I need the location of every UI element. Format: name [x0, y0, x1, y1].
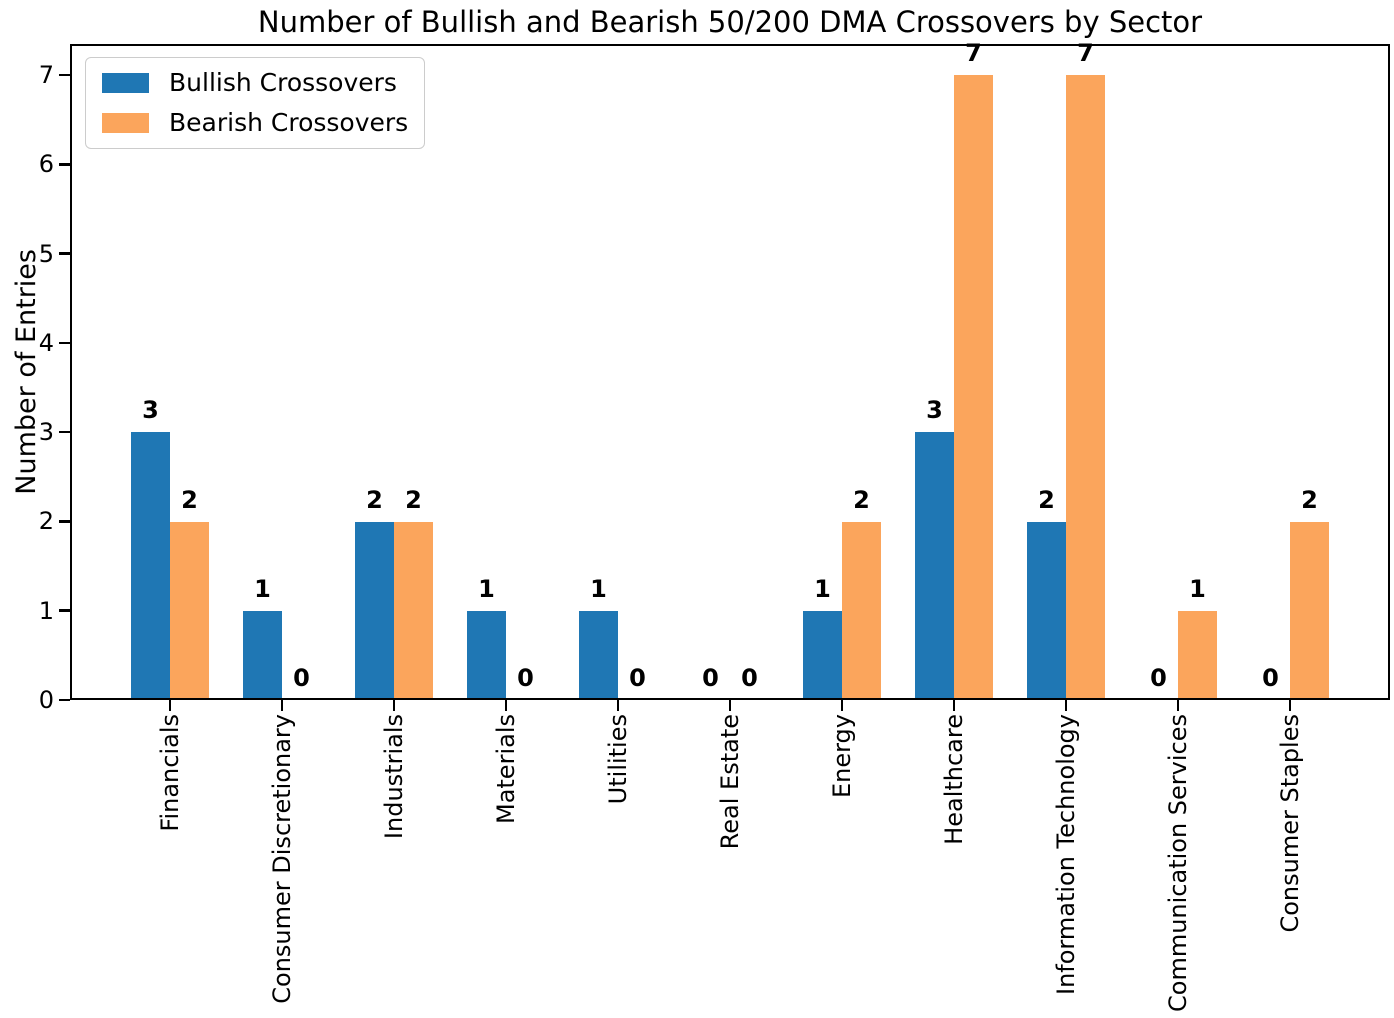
y-tick-label: 5: [38, 239, 54, 268]
y-tick-label: 3: [38, 418, 54, 447]
legend: Bullish Crossovers Bearish Crossovers: [85, 57, 426, 149]
bar-value-label: 7: [965, 39, 982, 68]
x-tick-label: Communication Services: [1164, 714, 1192, 1012]
x-tick-label: Real Estate: [716, 714, 744, 850]
bar-value-label: 1: [478, 574, 495, 603]
x-tick-label: Information Technology: [1052, 714, 1080, 995]
x-tick-label: Materials: [492, 714, 520, 825]
y-tick-label: 7: [38, 61, 54, 90]
bar-value-label: 1: [814, 574, 831, 603]
bullish-bar: [243, 610, 282, 700]
y-tick-mark: [59, 341, 70, 345]
bullish-bar: [467, 610, 506, 700]
x-tick-mark: [952, 700, 956, 711]
bearish-bar: [954, 75, 993, 700]
y-tick-label: 2: [38, 507, 54, 536]
plot-area: Bullish Crossovers Bearish Crossovers 0 1 2…: [39, 39, 1390, 1012]
legend-item: Bullish Crossovers: [102, 69, 408, 97]
x-tick-label: Energy: [828, 714, 856, 799]
x-tick-mark: [1064, 700, 1068, 711]
bar-value-label: 0: [517, 664, 534, 692]
legend-swatch-icon: [102, 73, 149, 93]
y-tick-label: 6: [38, 150, 54, 179]
bullish-bar: [131, 432, 170, 700]
bullish-bar: [579, 610, 618, 700]
y-tick-mark: [59, 252, 70, 255]
bearish-bar: [1066, 75, 1105, 700]
x-tick-mark: [392, 700, 396, 711]
bar-value-label: 1: [254, 574, 271, 603]
x-tick-label: Consumer Discretionary: [268, 714, 296, 1004]
x-tick-label: Consumer Staples: [1276, 714, 1304, 933]
bar-value-label: 2: [1301, 485, 1318, 514]
bearish-bar: [170, 521, 209, 700]
x-tick-label: Utilities: [604, 714, 632, 805]
y-tick-label: 4: [38, 328, 54, 357]
x-tick-mark: [840, 700, 844, 711]
bar-value-label: 2: [405, 485, 422, 514]
y-tick-label: 1: [38, 596, 54, 625]
bar-value-label: 0: [1150, 664, 1167, 692]
x-tick-mark: [1176, 700, 1180, 711]
legend-label: Bearish Crossovers: [169, 108, 409, 137]
bearish-bar: [1290, 521, 1329, 700]
bar-value-label: 3: [142, 396, 159, 425]
x-tick-label: Healthcare: [940, 714, 968, 845]
y-tick-mark: [59, 73, 70, 77]
bullish-bar: [1027, 521, 1066, 700]
x-tick-mark: [504, 700, 508, 711]
y-tick-mark: [59, 520, 70, 523]
y-tick-label: 0: [38, 686, 54, 714]
bar-value-label: 2: [853, 485, 870, 514]
x-tick-mark: [168, 700, 172, 711]
legend-label: Bullish Crossovers: [169, 68, 397, 97]
legend-swatch-icon: [102, 113, 149, 133]
bar-value-label: 2: [181, 485, 198, 514]
bar-value-label: 0: [1262, 664, 1279, 692]
bullish-bar: [803, 610, 842, 700]
bearish-bar: [842, 521, 881, 700]
bearish-bar: [394, 521, 433, 700]
bar-value-label: 3: [926, 396, 943, 425]
bar-value-label: 2: [366, 485, 383, 514]
x-tick-label: Industrials: [380, 714, 408, 840]
bar-value-label: 2: [1038, 485, 1055, 514]
bar-value-label: 7: [1077, 39, 1094, 68]
bullish-bar: [355, 521, 394, 700]
bullish-bar: [915, 432, 954, 700]
y-tick-mark: [59, 163, 70, 166]
bar-value-label: 0: [741, 664, 758, 692]
y-axis-label: Number of Entries: [10, 249, 42, 495]
y-tick-mark: [59, 698, 70, 702]
legend-item: Bearish Crossovers: [102, 109, 408, 137]
bar-value-label: 0: [702, 664, 719, 692]
bearish-bar: [1178, 610, 1217, 700]
x-tick-label: Financials: [156, 714, 184, 832]
x-tick-mark: [280, 700, 284, 711]
bar-value-label: 1: [590, 574, 607, 603]
x-tick-mark: [728, 700, 732, 711]
x-tick-mark: [1288, 700, 1292, 711]
bar-value-label: 0: [293, 664, 310, 692]
y-tick-mark: [59, 609, 70, 612]
x-tick-mark: [616, 700, 620, 711]
bar-value-label: 0: [629, 664, 646, 692]
y-tick-mark: [59, 430, 70, 434]
chart-title: Number of Bullish and Bearish 50/200 DMA…: [257, 5, 1203, 39]
bar-value-label: 1: [1189, 574, 1206, 603]
